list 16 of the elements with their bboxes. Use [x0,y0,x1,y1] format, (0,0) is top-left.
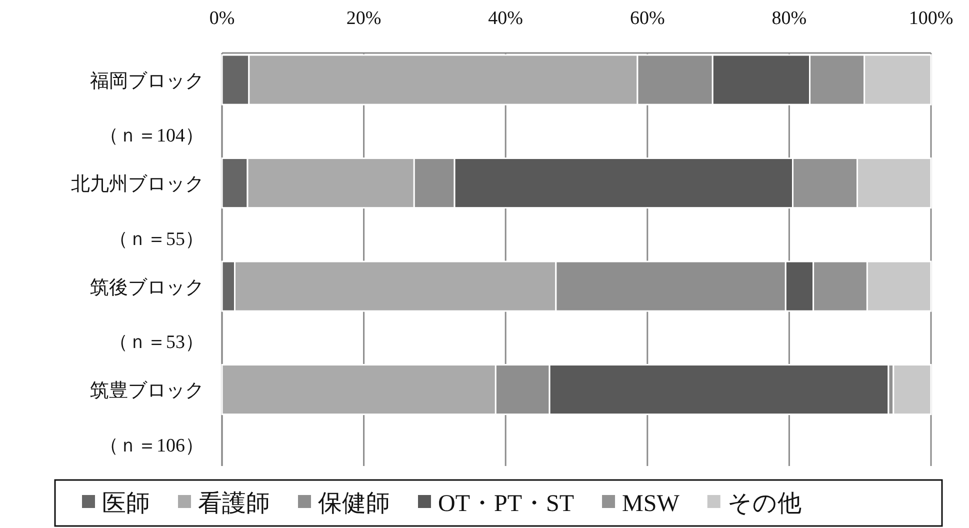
legend-label: MSW [622,491,680,517]
category-label: 筑豊ブロック（ｎ＝106） [90,380,204,456]
legend-label: 看護師 [198,491,270,517]
x-tick-label: 100% [908,8,954,29]
x-tick-label: 80% [772,8,807,29]
legend-label: 保健師 [318,491,390,517]
x-tick-label: 0% [209,8,235,29]
x-tick-label: 60% [630,8,665,29]
x-tick-label: 40% [488,8,524,29]
category-label: 福岡ブロック（ｎ＝104） [90,70,204,147]
legend-label: OT・PT・ST [438,491,574,517]
category-label: 筑後ブロック（ｎ＝53） [90,277,204,354]
x-tick-label: 20% [346,8,382,29]
legend-label: その他 [727,491,802,517]
category-label: 北九州ブロック（ｎ＝55） [71,174,204,250]
legend-label: 医師 [102,491,150,517]
